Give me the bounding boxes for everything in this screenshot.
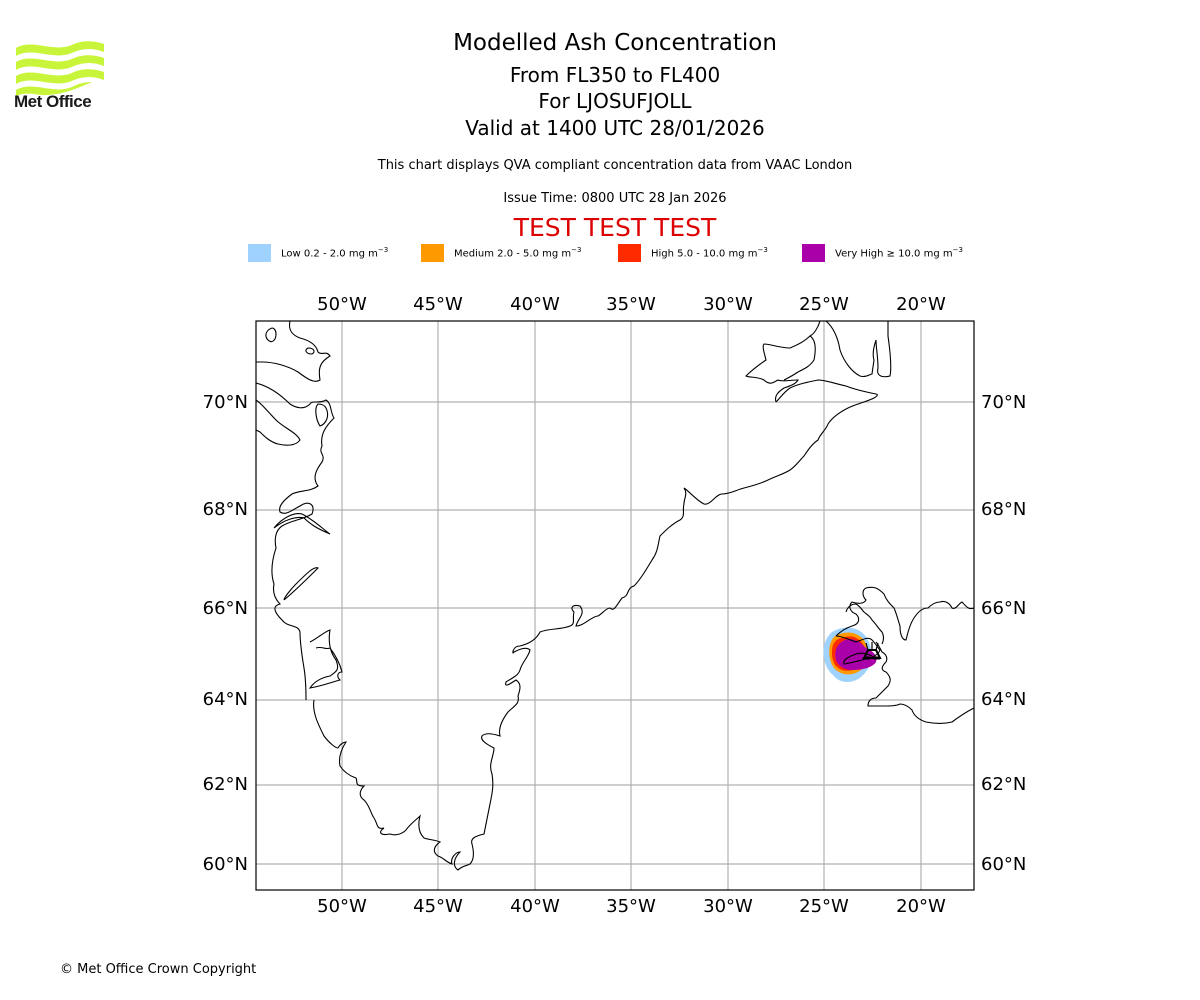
iceland-northwest [845, 603, 885, 645]
lon-label-top: 45°W [413, 294, 463, 315]
greenland-south-coast [313, 379, 878, 871]
test-banner: TEST TEST TEST [513, 213, 717, 242]
lon-label-top: 30°W [703, 294, 753, 315]
greenland-east-fjord [809, 321, 892, 378]
lon-label-bottom: 20°W [896, 896, 946, 917]
legend-exp: −3 [571, 246, 582, 255]
lat-label-right: 70°N [981, 392, 1026, 413]
coastlines [256, 321, 974, 871]
lon-label-bottom: 25°W [799, 896, 849, 917]
lon-label-top: 25°W [799, 294, 849, 315]
lon-label-top: 20°W [896, 294, 946, 315]
greenland-east-islands [745, 335, 816, 403]
legend-exp: −3 [757, 246, 768, 255]
greenland-west-fjord-1 [256, 399, 301, 446]
chart-title: Modelled Ash Concentration [453, 30, 777, 56]
description: This chart displays QVA compliant concen… [377, 158, 853, 173]
greenland-west-fjord-2 [273, 513, 331, 535]
lat-label-left: 66°N [203, 598, 248, 619]
lat-label-right: 62°N [981, 774, 1026, 795]
lat-label-left: 70°N [203, 392, 248, 413]
met-office-logo [16, 41, 104, 96]
legend-label-medium: Medium 2.0 - 5.0 mg m [454, 248, 572, 260]
gridlines [256, 321, 974, 890]
legend-label-high: High 5.0 - 10.0 mg m [651, 248, 758, 260]
lon-label-bottom: 50°W [317, 896, 367, 917]
lon-label-bottom: 40°W [510, 896, 560, 917]
logo-text: Met Office [14, 92, 92, 111]
left-lat-labels: 70°N 68°N 66°N 64°N 62°N 60°N [203, 392, 248, 875]
lat-label-left: 64°N [203, 689, 248, 710]
legend-item-high: High 5.0 - 10.0 mg m−3 [618, 244, 768, 262]
valid-time: Valid at 1400 UTC 28/01/2026 [465, 116, 765, 140]
legend-label-very-high: Very High ≥ 10.0 mg m [835, 248, 953, 260]
legend-exp: −3 [952, 246, 963, 255]
legend-exp: −3 [377, 246, 389, 255]
legend-swatch-very-high [802, 244, 825, 262]
issue-time: Issue Time: 0800 UTC 28 Jan 2026 [503, 191, 727, 206]
right-lat-labels: 70°N 68°N 66°N 64°N 62°N 60°N [981, 392, 1026, 875]
lat-label-right: 60°N [981, 854, 1026, 875]
lat-label-right: 64°N [981, 689, 1026, 710]
lat-label-left: 62°N [203, 774, 248, 795]
bottom-lon-labels: 50°W 45°W 40°W 35°W 30°W 25°W 20°W [317, 896, 946, 917]
iceland-west-peninsula [835, 635, 881, 665]
lat-label-left: 68°N [203, 499, 248, 520]
lon-label-top: 40°W [510, 294, 560, 315]
greenland-disko-island [315, 403, 329, 427]
iceland-coast [835, 586, 974, 725]
flight-levels: From FL350 to FL400 [509, 63, 721, 87]
greenland-west-coast [256, 321, 331, 382]
copyright: © Met Office Crown Copyright [60, 962, 257, 977]
lon-label-bottom: 45°W [413, 896, 463, 917]
top-lon-labels: 50°W 45°W 40°W 35°W 30°W 25°W 20°W [317, 294, 946, 315]
legend-item-very-high: Very High ≥ 10.0 mg m−3 [802, 244, 963, 262]
greenland-west-island-1 [265, 327, 277, 343]
legend-swatch-medium [421, 244, 444, 262]
greenland-west-fjord-4 [308, 629, 343, 689]
greenland-west-island-2 [305, 347, 315, 355]
volcano-name: For LJOSUFJOLL [538, 89, 692, 113]
legend-item-medium: Medium 2.0 - 5.0 mg m−3 [421, 244, 581, 262]
greenland-disko [256, 382, 335, 701]
lat-label-left: 60°N [203, 854, 248, 875]
lat-label-right: 68°N [981, 499, 1026, 520]
legend: Low 0.2 - 2.0 mg m−3 Medium 2.0 - 5.0 mg… [0, 244, 1200, 264]
greenland-west-fjord-3 [283, 567, 319, 601]
legend-swatch-high [618, 244, 641, 262]
lon-label-top: 35°W [606, 294, 656, 315]
legend-item-low: Low 0.2 - 2.0 mg m−3 [248, 244, 388, 262]
legend-swatch-low [248, 244, 271, 262]
lon-label-bottom: 30°W [703, 896, 753, 917]
lon-label-bottom: 35°W [606, 896, 656, 917]
lon-label-top: 50°W [317, 294, 367, 315]
lat-label-right: 66°N [981, 598, 1026, 619]
map-frame [255, 320, 975, 891]
volcano-icon [862, 642, 882, 660]
legend-label-low: Low 0.2 - 2.0 mg m [281, 248, 378, 260]
